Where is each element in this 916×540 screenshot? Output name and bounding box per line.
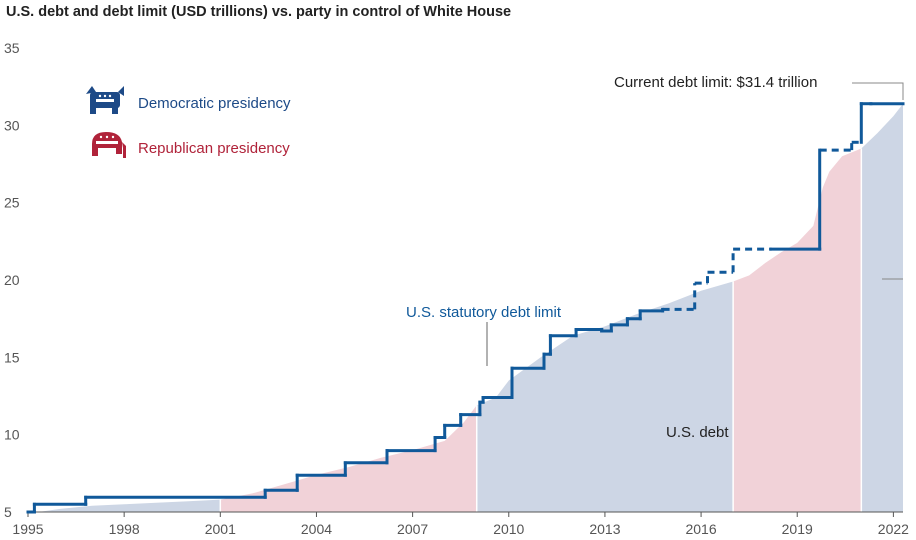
y-tick-label: 5 [4, 504, 12, 520]
chart-title: U.S. debt and debt limit (USD trillions)… [6, 4, 512, 20]
debt-area-democratic-4 [861, 103, 903, 512]
debt-area [28, 103, 903, 514]
legend-democratic: Democratic presidency [138, 95, 291, 112]
x-tick-label: 2013 [589, 521, 620, 537]
limit-label: U.S. statutory debt limit [406, 304, 562, 321]
y-tick-label: 35 [4, 40, 20, 56]
y-tick-label: 30 [4, 117, 20, 133]
x-tick-label: 1998 [109, 521, 140, 537]
debt-area-republican-1 [220, 405, 477, 512]
x-tick-label: 2007 [397, 521, 428, 537]
current-limit-label: Current debt limit: $31.4 trillion [614, 74, 817, 91]
x-tick-label: 2001 [205, 521, 236, 537]
elephant-icon [92, 132, 126, 158]
x-tick-label: 2022 [878, 521, 909, 537]
debt-limit-line [26, 102, 905, 514]
debt-area-republican-3 [733, 148, 862, 512]
y-tick-label: 25 [4, 195, 20, 211]
debt-label: U.S. debt [666, 424, 729, 441]
legend: Democratic presidency Republican preside… [86, 86, 291, 158]
x-tick-label: 2016 [685, 521, 716, 537]
y-tick-label: 15 [4, 349, 20, 365]
annotations: U.S. statutory debt limit U.S. debt Curr… [406, 74, 904, 441]
legend-republican: Republican presidency [138, 140, 290, 157]
debt-area-democratic-0 [28, 499, 221, 514]
x-tick-label: 2004 [301, 521, 332, 537]
donkey-icon [86, 86, 124, 114]
x-tick-label: 1995 [12, 521, 43, 537]
x-tick-label: 2019 [782, 521, 813, 537]
x-tick-label: 2010 [493, 521, 524, 537]
y-tick-label: 10 [4, 427, 20, 443]
debt-area-democratic-2 [476, 281, 734, 512]
y-axis: 5 10 15 20 25 30 35 [4, 40, 20, 520]
y-tick-label: 20 [4, 272, 20, 288]
x-axis: 1995 1998 2001 2004 2007 2010 2013 2016 2019 2022 [12, 511, 909, 537]
